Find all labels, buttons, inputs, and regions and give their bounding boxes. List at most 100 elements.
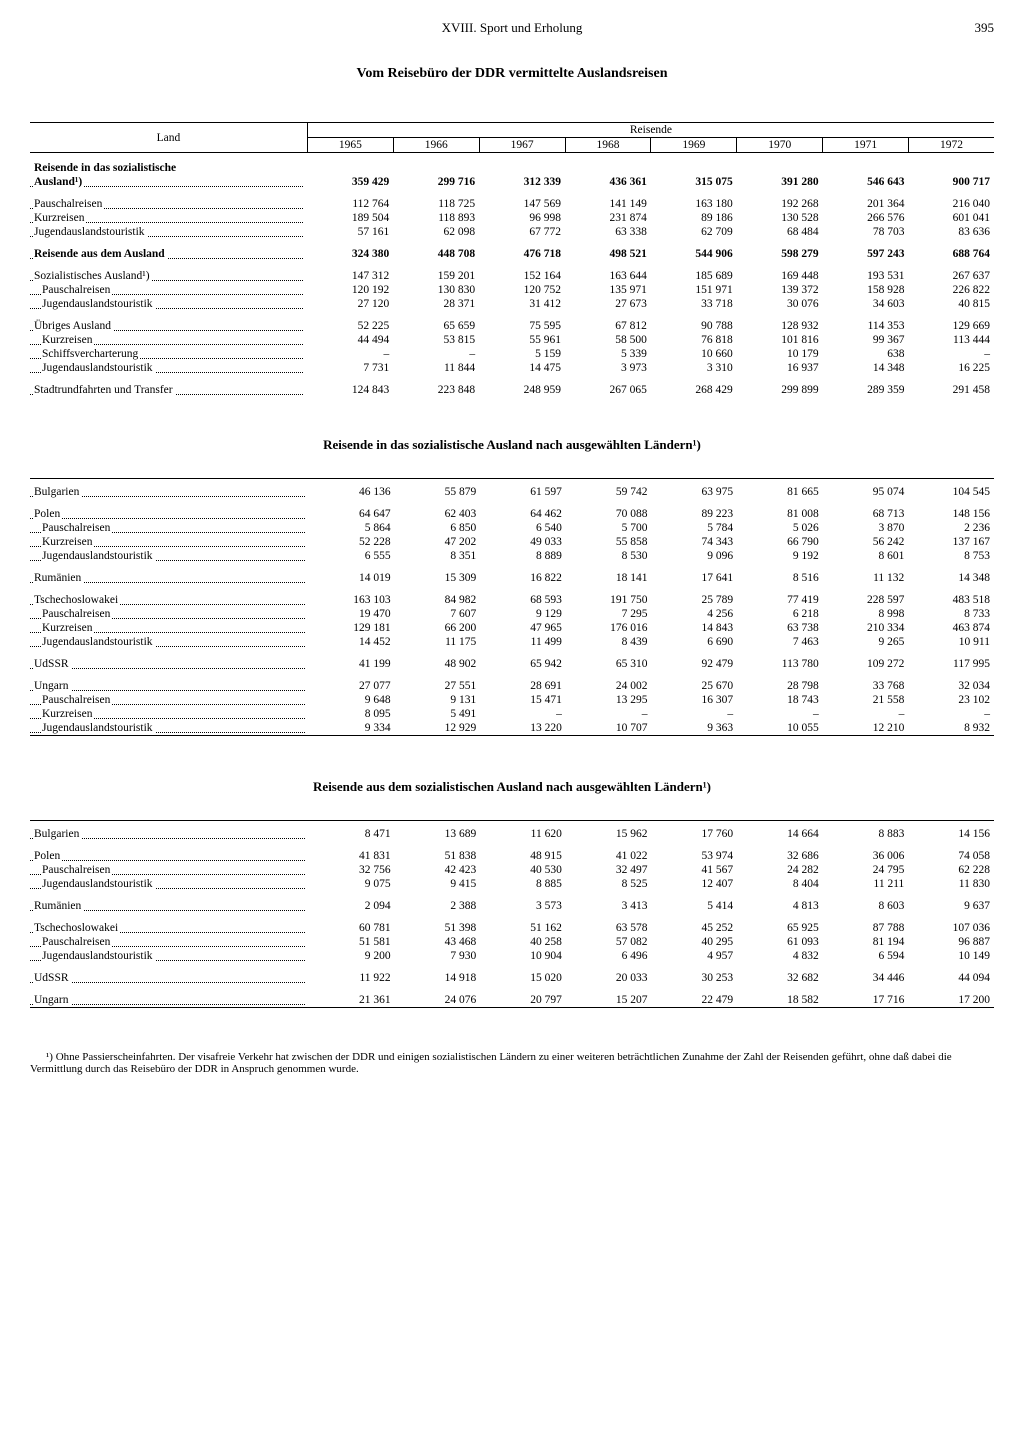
cell-value: 44 494 xyxy=(307,333,393,347)
table-row: Tschechoslowakei163 10384 98268 593191 7… xyxy=(30,593,994,607)
row-label: Reisende in das sozialistische xyxy=(30,161,307,175)
cell-value: 185 689 xyxy=(651,269,737,283)
subtitle-2: Reisende in das sozialistische Ausland n… xyxy=(30,437,994,453)
table-row: Polen41 83151 83848 91541 02253 97432 68… xyxy=(30,849,994,863)
cell-value: – xyxy=(307,347,393,361)
cell-value: 99 367 xyxy=(823,333,909,347)
cell-value: 16 822 xyxy=(480,571,566,585)
cell-value: 51 838 xyxy=(395,849,481,863)
cell-value xyxy=(565,161,651,175)
row-label: UdSSR xyxy=(30,971,309,985)
cell-value: 15 471 xyxy=(480,693,566,707)
cell-value: – xyxy=(393,347,479,361)
col-header-land: Land xyxy=(30,123,307,153)
cell-value: 27 120 xyxy=(307,297,393,311)
cell-value: 8 889 xyxy=(480,549,566,563)
table-row: Bulgarien8 47113 68911 62015 96217 76014… xyxy=(30,827,994,841)
cell-value: 65 942 xyxy=(480,657,566,671)
table-row: UdSSR41 19948 90265 94265 31092 479113 7… xyxy=(30,657,994,671)
cell-value: 32 497 xyxy=(566,863,652,877)
cell-value: 32 756 xyxy=(309,863,395,877)
cell-value: 36 006 xyxy=(823,849,909,863)
cell-value: 15 207 xyxy=(566,993,652,1008)
cell-value: 9 648 xyxy=(309,693,395,707)
table-row: Schiffsvercharterung––5 1595 33910 66010… xyxy=(30,347,994,361)
cell-value: 65 310 xyxy=(566,657,652,671)
cell-value xyxy=(307,161,393,175)
cell-value: – xyxy=(909,347,994,361)
cell-value: 189 504 xyxy=(307,211,393,225)
cell-value: 312 339 xyxy=(479,175,565,189)
cell-value: 163 644 xyxy=(565,269,651,283)
cell-value: 14 019 xyxy=(309,571,395,585)
cell-value: 11 922 xyxy=(309,971,395,985)
cell-value: 17 641 xyxy=(651,571,737,585)
cell-value: 7 463 xyxy=(737,635,823,649)
cell-value: 8 439 xyxy=(566,635,652,649)
cell-value: 14 475 xyxy=(479,361,565,375)
cell-value: 268 429 xyxy=(651,383,737,397)
cell-value: 68 484 xyxy=(737,225,823,239)
cell-value: 24 076 xyxy=(395,993,481,1008)
cell-value: 299 899 xyxy=(737,383,823,397)
cell-value: 118 725 xyxy=(393,197,479,211)
footnote: ¹) Ohne Passierscheinfahrten. Der visafr… xyxy=(30,1051,994,1075)
cell-value: 32 034 xyxy=(908,679,994,693)
row-label: Kurzreisen xyxy=(30,211,307,225)
cell-value: 169 448 xyxy=(737,269,823,283)
cell-value: 10 707 xyxy=(566,721,652,736)
cell-value: 48 902 xyxy=(395,657,481,671)
cell-value: 148 156 xyxy=(908,507,994,521)
cell-value: 52 228 xyxy=(309,535,395,549)
cell-value: 53 974 xyxy=(651,849,737,863)
table-row: Jugendauslandstouristik57 16162 09867 77… xyxy=(30,225,994,239)
cell-value: 900 717 xyxy=(909,175,994,189)
cell-value: 9 192 xyxy=(737,549,823,563)
cell-value: 391 280 xyxy=(737,175,823,189)
page-number: 395 xyxy=(944,20,994,36)
cell-value: 128 932 xyxy=(737,319,823,333)
col-header-year: 1972 xyxy=(909,138,994,153)
row-label: Pauschalreisen xyxy=(30,197,307,211)
cell-value: 5 491 xyxy=(395,707,481,721)
cell-value: 10 911 xyxy=(908,635,994,649)
cell-value: 104 545 xyxy=(908,485,994,499)
cell-value: 476 718 xyxy=(479,247,565,261)
cell-value: 41 199 xyxy=(309,657,395,671)
cell-value: 13 220 xyxy=(480,721,566,736)
row-label: Jugendauslandstouristik xyxy=(30,635,309,649)
table-3: Bulgarien8 47113 68911 62015 96217 76014… xyxy=(30,820,994,1011)
cell-value: 8 601 xyxy=(823,549,909,563)
cell-value: 27 551 xyxy=(395,679,481,693)
cell-value: 10 904 xyxy=(480,949,566,963)
cell-value: 6 850 xyxy=(395,521,481,535)
cell-value: 34 446 xyxy=(823,971,909,985)
cell-value: 8 883 xyxy=(823,827,909,841)
cell-value: 10 660 xyxy=(651,347,737,361)
cell-value: 12 407 xyxy=(651,877,737,891)
cell-value: 112 764 xyxy=(307,197,393,211)
row-label: Bulgarien xyxy=(30,485,309,499)
cell-value: 8 932 xyxy=(908,721,994,736)
cell-value: 597 243 xyxy=(823,247,909,261)
table-row: Pauschalreisen51 58143 46840 25857 08240… xyxy=(30,935,994,949)
cell-value: 5 864 xyxy=(309,521,395,535)
cell-value: 81 665 xyxy=(737,485,823,499)
col-header-year: 1969 xyxy=(651,138,737,153)
row-label: Ausland¹) xyxy=(30,175,307,189)
row-label: Pauschalreisen xyxy=(30,283,307,297)
cell-value: 498 521 xyxy=(565,247,651,261)
cell-value: 67 772 xyxy=(479,225,565,239)
cell-value: 223 848 xyxy=(393,383,479,397)
cell-value: 139 372 xyxy=(737,283,823,297)
cell-value: 216 040 xyxy=(909,197,994,211)
table-row: Pauschalreisen5 8646 8506 5405 7005 7845… xyxy=(30,521,994,535)
cell-value: 19 470 xyxy=(309,607,395,621)
cell-value: 45 252 xyxy=(651,921,737,935)
chapter-title: XVIII. Sport und Erholung xyxy=(80,20,944,36)
cell-value: 21 361 xyxy=(309,993,395,1008)
cell-value: 78 703 xyxy=(823,225,909,239)
row-label: Bulgarien xyxy=(30,827,309,841)
cell-value: 210 334 xyxy=(823,621,909,635)
cell-value: 40 815 xyxy=(909,297,994,311)
